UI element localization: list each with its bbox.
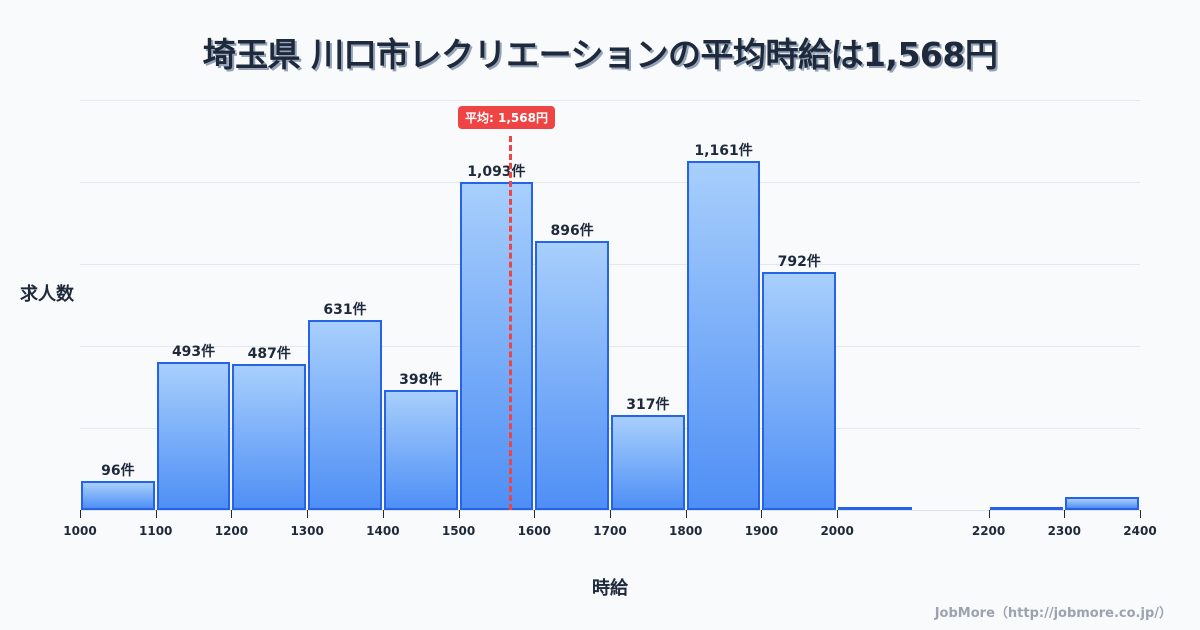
x-tick — [761, 510, 763, 518]
x-tick-label: 1200 — [214, 524, 249, 538]
x-tick — [155, 510, 157, 518]
bar-value-label: 1,093件 — [467, 163, 526, 180]
average-line — [509, 136, 513, 510]
y-axis-label: 求人数 — [20, 284, 74, 305]
bar-value-label: 631件 — [323, 302, 367, 319]
histogram-bar — [459, 181, 534, 510]
credit-text: JobMore（http://jobmore.co.jp/） — [934, 606, 1172, 621]
histogram-bar — [535, 240, 609, 510]
bar-value-label: 317件 — [626, 396, 670, 413]
histogram-bar — [762, 272, 837, 510]
bar-value-label: 398件 — [399, 372, 443, 389]
x-tick — [837, 510, 839, 518]
plot-area: 96件 493件 487件 631件 398件 1,093件 896件 317件 1,161件 7… — [63, 100, 1157, 538]
x-tick — [231, 510, 233, 518]
histogram-bar — [1065, 497, 1139, 510]
gridline — [80, 428, 1140, 429]
x-tick-label: 1400 — [366, 524, 400, 538]
x-tick — [1064, 510, 1066, 518]
x-tick-label: 1800 — [669, 524, 703, 538]
x-tick-label: 1100 — [139, 524, 173, 538]
gridline — [80, 346, 1140, 347]
x-tick — [534, 510, 536, 518]
histogram-bar — [686, 161, 761, 510]
gridline — [80, 100, 1140, 101]
histogram-bar — [232, 363, 307, 510]
histogram-bar — [308, 320, 382, 510]
bar-value-label: 792件 — [777, 254, 821, 271]
x-tick — [988, 510, 990, 518]
histogram-bar — [156, 361, 231, 510]
x-tick-label: 2000 — [820, 524, 854, 538]
bar-value-label: 487件 — [247, 345, 291, 362]
x-tick-label: 1700 — [593, 524, 627, 538]
x-tick-label: 1500 — [441, 524, 476, 538]
x-tick — [80, 510, 81, 518]
x-axis-label: 時給 — [592, 578, 628, 599]
x-tick-label: 1300 — [290, 524, 324, 538]
histogram-bar — [989, 507, 1064, 510]
gridline — [80, 264, 1140, 265]
x-tick — [1140, 510, 1141, 518]
x-tick-label: 2400 — [1123, 524, 1157, 538]
histogram-bar — [611, 414, 685, 510]
histogram-bar — [81, 481, 155, 510]
histogram-bar — [383, 390, 458, 510]
bar-value-label: 96件 — [101, 463, 135, 480]
x-tick — [382, 510, 384, 518]
x-tick — [685, 510, 687, 518]
x-tick — [458, 510, 460, 518]
gridline — [80, 182, 1140, 183]
x-tick-label: 1000 — [63, 524, 97, 538]
bar-value-label: 493件 — [171, 343, 216, 360]
bar-value-label: 896件 — [550, 222, 594, 239]
histogram-bar — [838, 507, 912, 510]
bar-value-label: 1,161件 — [694, 143, 753, 160]
x-tick-label: 2200 — [971, 524, 1006, 538]
x-tick — [307, 510, 309, 518]
x-tick-label: 2300 — [1047, 524, 1081, 538]
average-badge: 平均: 1,568円 — [458, 106, 555, 129]
x-tick-label: 1600 — [517, 524, 551, 538]
x-tick-label: 1900 — [744, 524, 779, 538]
chart-title: 埼玉県 川口市レクリエーションの平均時給は1,568円 — [202, 35, 998, 74]
x-tick — [610, 510, 611, 518]
